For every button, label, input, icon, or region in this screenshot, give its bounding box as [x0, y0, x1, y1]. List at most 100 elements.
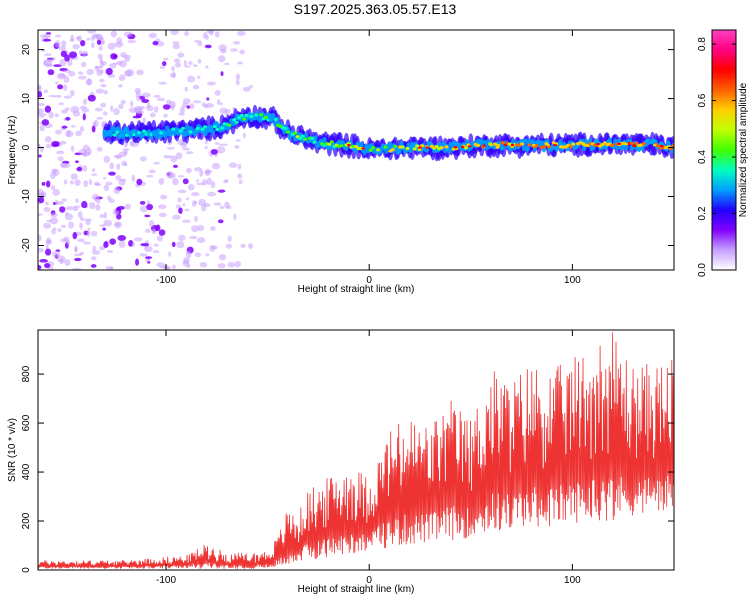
- spectrogram-noise-blob: [76, 166, 82, 172]
- spectrogram-noise-blob: [237, 30, 246, 36]
- spectrogram-noise-blob: [80, 61, 87, 68]
- spectrogram-noise-blob: [189, 103, 195, 110]
- spectrogram-noise-blob: [182, 259, 190, 267]
- spectrogram-noise-blob: [78, 71, 84, 75]
- spectrogram-noise-blob: [103, 155, 111, 164]
- spectrogram-noise-blob: [39, 146, 44, 153]
- spectrogram-noise-blob: [166, 171, 174, 179]
- spectrogram-noise-blob: [113, 187, 121, 195]
- spectrogram-noise-blob: [38, 84, 42, 91]
- spectrogram-noise-blob: [86, 37, 91, 41]
- spectrogram-band-mid: [397, 147, 402, 154]
- spectrogram-band-core: [263, 115, 268, 119]
- spectrogram-noise-blob: [216, 99, 221, 105]
- spectrogram-noise-blob: [124, 203, 131, 210]
- spectrogram-noise-blob: [176, 241, 185, 249]
- spectrogram-band-core: [339, 144, 344, 148]
- spectrogram-peak-spot: [553, 143, 557, 147]
- spectrogram-band-mid: [523, 138, 528, 146]
- spectrogram-noise-blob: [94, 107, 103, 112]
- spectrogram-noise-blob: [181, 219, 191, 223]
- spectrogram-band-core: [137, 131, 142, 135]
- spectrogram-noise-blob: [69, 38, 75, 42]
- spectrogram-band-mid: [448, 141, 453, 148]
- spectrogram-noise-blob: [38, 154, 42, 158]
- spectrogram-noise-blob: [63, 179, 68, 185]
- spectrogram-noise-blob: [153, 161, 161, 165]
- spectrogram-noise-blob: [166, 146, 176, 150]
- spectrogram-peak-spot: [439, 146, 444, 149]
- spectrogram-noise-blob: [86, 231, 91, 237]
- spectrogram-noise-blob: [61, 125, 68, 129]
- spectrogram-band-core: [493, 142, 498, 146]
- spectrogram-noise-blob: [123, 31, 133, 37]
- spectrogram-band-core: [376, 148, 381, 152]
- spectrogram-noise-blob: [183, 65, 191, 68]
- spectrogram-noise-blob: [45, 143, 52, 149]
- spectrogram-noise-blob: [110, 105, 114, 112]
- spectrogram-noise-blob: [234, 260, 241, 268]
- snr-series-line: [38, 332, 674, 569]
- spectrogram-noise-blob: [38, 91, 43, 98]
- spectrogram-band-core: [220, 126, 225, 130]
- spectrogram-noise-blob: [204, 168, 211, 177]
- spectrogram-noise-blob: [38, 108, 44, 115]
- spectrogram-noise-blob: [181, 102, 188, 108]
- spectrogram-noise-blob: [77, 211, 83, 219]
- spectrogram-noise-blob: [61, 198, 67, 202]
- spectrogram-noise-blob: [99, 224, 106, 227]
- spectrogram-noise-blob: [63, 84, 68, 92]
- spectrogram-noise-blob: [47, 69, 55, 76]
- spectrogram-noise-blob: [178, 207, 183, 214]
- spectrogram-noise-blob: [234, 144, 240, 149]
- spectrogram-noise-blob: [64, 258, 71, 266]
- spectrogram-noise-blob: [158, 229, 166, 236]
- spectrogram-noise-blob: [59, 59, 67, 67]
- spectrogram-noise-blob: [56, 255, 66, 263]
- spectrogram-noise-blob: [152, 250, 160, 254]
- spectrogram-noise-blob: [151, 228, 157, 235]
- spectrogram-noise-blob: [236, 61, 244, 65]
- spectrogram-noise-blob: [120, 52, 127, 58]
- spectrogram-noise-blob: [146, 203, 154, 211]
- spectrogram-band-core: [195, 126, 200, 131]
- spectrogram-noise-blob: [178, 234, 186, 241]
- spectrogram-noise-blob: [85, 220, 91, 226]
- spectrogram-noise-blob: [74, 245, 78, 253]
- spectrogram-noise-blob: [96, 34, 101, 39]
- spectrogram-noise-blob: [124, 70, 133, 77]
- spectrogram-noise-blob: [109, 238, 116, 245]
- spectrogram-noise-blob: [192, 100, 202, 104]
- spectrogram-noise-blob: [68, 51, 78, 59]
- spectrogram-noise-blob: [95, 204, 101, 211]
- spectrogram-noise-blob: [227, 205, 232, 210]
- spectrogram-noise-blob: [144, 245, 153, 253]
- spectrogram-noise-blob: [223, 179, 229, 184]
- spectrogram-noise-blob: [144, 214, 151, 218]
- spectrogram-y-tick-label: 10: [21, 93, 32, 105]
- spectrogram-noise-blob: [194, 215, 198, 223]
- spectrogram-noise-blob: [98, 46, 103, 51]
- spectrogram-band-core: [415, 144, 420, 148]
- spectrogram-noise-blob: [45, 63, 53, 66]
- spectrogram-band-core: [142, 129, 147, 133]
- spectrogram-y-ticks: -20 -10 0 10 20: [21, 44, 674, 253]
- spectrogram-noise-blob: [63, 95, 72, 99]
- spectrogram-band-mid: [525, 145, 530, 152]
- spectrogram-noise-blob: [162, 104, 171, 110]
- spectrogram-band-mid: [483, 139, 488, 146]
- spectrogram-noise-blob: [108, 198, 115, 203]
- spectrogram-noise-blob: [43, 53, 52, 57]
- spectrogram-noise-blob: [99, 214, 105, 218]
- spectrogram-band-mid: [530, 138, 536, 145]
- spectrogram-band-core: [239, 114, 244, 118]
- spectrogram-peak-spot: [652, 144, 657, 147]
- spectrogram-noise-blob: [64, 107, 70, 111]
- spectrogram-band-core: [476, 143, 481, 148]
- spectrogram-noise-blob: [75, 160, 79, 164]
- spectrogram-noise-blob: [59, 206, 66, 213]
- spectrogram-noise-blob: [168, 251, 172, 257]
- spectrogram-noise-blob: [79, 126, 85, 132]
- spectrogram-band-core: [207, 125, 212, 129]
- spectrogram-noise-blob: [72, 205, 80, 209]
